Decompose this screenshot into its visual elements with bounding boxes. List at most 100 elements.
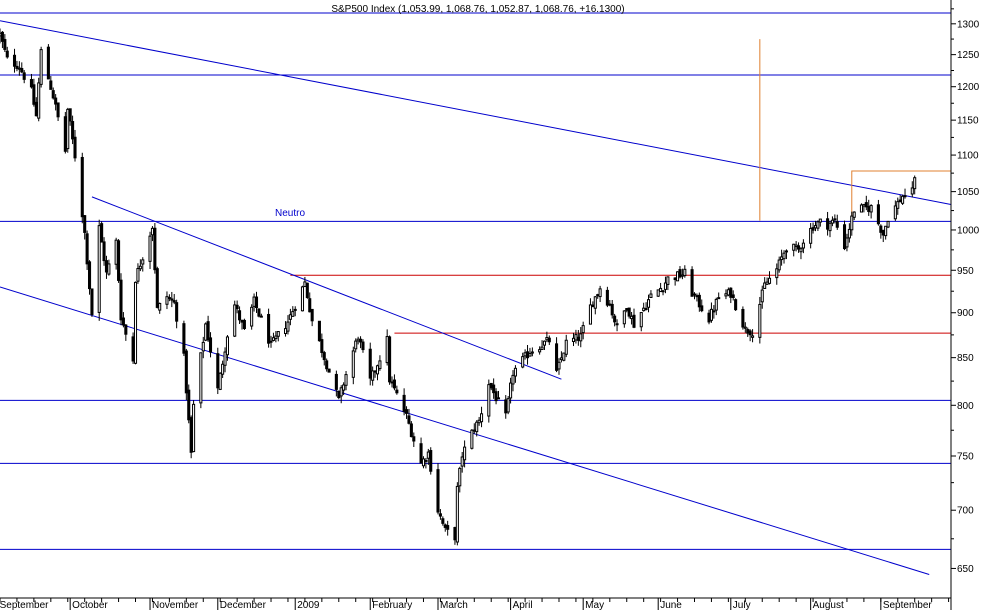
x-tick-label: 2009 [297, 600, 320, 610]
candle-body [816, 221, 820, 229]
candle-body [327, 368, 331, 373]
y-tick-label: 1300 [957, 19, 980, 30]
candle-body [199, 352, 203, 404]
x-tick-label: March [440, 600, 468, 610]
candle-body [68, 108, 72, 122]
candle-body [133, 281, 138, 364]
y-tick-label: 700 [957, 506, 974, 517]
x-tick-label: November [152, 600, 199, 610]
candle-body [726, 289, 730, 296]
candle-body [559, 357, 563, 361]
candle-body [373, 370, 377, 373]
y-tick-label: 1150 [957, 116, 979, 127]
neutro-annotation: Neutro [275, 208, 305, 219]
candle-body [354, 340, 358, 350]
candle-body [639, 312, 643, 328]
candle-body [835, 221, 839, 228]
y-tick-label: 850 [957, 353, 974, 364]
candle-body [359, 338, 363, 343]
candle-body [767, 277, 772, 284]
candle-body [729, 287, 733, 298]
candle-body [700, 305, 704, 312]
candle-body [809, 227, 813, 244]
x-tick-label: September [0, 600, 49, 610]
candle-body [690, 269, 694, 297]
candle-body [34, 101, 38, 117]
candle-body [910, 187, 914, 195]
candle-body [409, 423, 413, 438]
candle-body [155, 268, 159, 308]
candle-body [862, 203, 866, 207]
candle-body [337, 390, 341, 399]
candle-body [5, 50, 9, 58]
candle-body [842, 224, 847, 250]
candle-body [683, 268, 687, 277]
candle-body [208, 337, 213, 353]
candle-body [184, 350, 188, 394]
candle-body [119, 279, 123, 321]
candle-body [402, 394, 406, 412]
candle-body [117, 240, 121, 281]
candle-body [252, 296, 256, 307]
axes [0, 0, 952, 610]
candle-body [818, 218, 822, 223]
candle-body [676, 271, 680, 282]
candle-body [0, 31, 4, 42]
candle-body [751, 335, 755, 338]
candle-body [424, 459, 428, 462]
candle-body [284, 328, 288, 335]
candle-body [368, 348, 372, 379]
candle-body [666, 276, 670, 285]
candle-body [850, 215, 854, 231]
candle-body [627, 307, 631, 317]
candle-body [49, 80, 53, 90]
candle-body [104, 260, 109, 273]
candle-body [632, 314, 636, 328]
target-marks [759, 39, 951, 230]
candle-body [881, 229, 885, 236]
candle-body [3, 39, 7, 50]
candle-body [158, 302, 162, 311]
candle-body [673, 277, 677, 281]
candle-body [777, 259, 781, 271]
candle-body [66, 108, 70, 150]
support-resistance-lines [290, 274, 951, 334]
candle-body [121, 317, 125, 326]
candle-body [642, 307, 646, 312]
candle-body [571, 337, 576, 343]
candle-body [717, 297, 721, 300]
candle-body [206, 321, 210, 341]
candle-body [610, 303, 614, 316]
y-tick-label: 750 [957, 452, 974, 463]
candle-body [87, 261, 92, 290]
candle-body [238, 310, 242, 321]
candle-body [375, 365, 380, 375]
candle-body [523, 352, 527, 357]
candle-body [801, 242, 805, 249]
candle-body [557, 361, 561, 370]
candle-body [784, 250, 788, 253]
candle-body [826, 218, 830, 230]
candle-body [240, 319, 244, 323]
y-tick-label: 900 [957, 308, 974, 319]
candle-body [334, 373, 338, 390]
candle-body [780, 256, 784, 261]
candle-body [37, 82, 41, 119]
candle-body [545, 337, 549, 341]
candle-body [269, 340, 273, 343]
candle-body [138, 265, 142, 270]
candle-body [496, 397, 501, 400]
x-tick-label: July [733, 600, 751, 610]
candle-body [12, 54, 17, 67]
candle-body [760, 289, 764, 303]
candle-body [150, 227, 154, 236]
candle-body [395, 389, 399, 394]
candle-body [734, 299, 738, 311]
candle-body [475, 421, 479, 433]
candle-body [494, 391, 498, 402]
candle-body [201, 341, 205, 352]
candle-body [165, 296, 169, 305]
candle-body [291, 311, 295, 317]
candle-body [898, 199, 902, 203]
